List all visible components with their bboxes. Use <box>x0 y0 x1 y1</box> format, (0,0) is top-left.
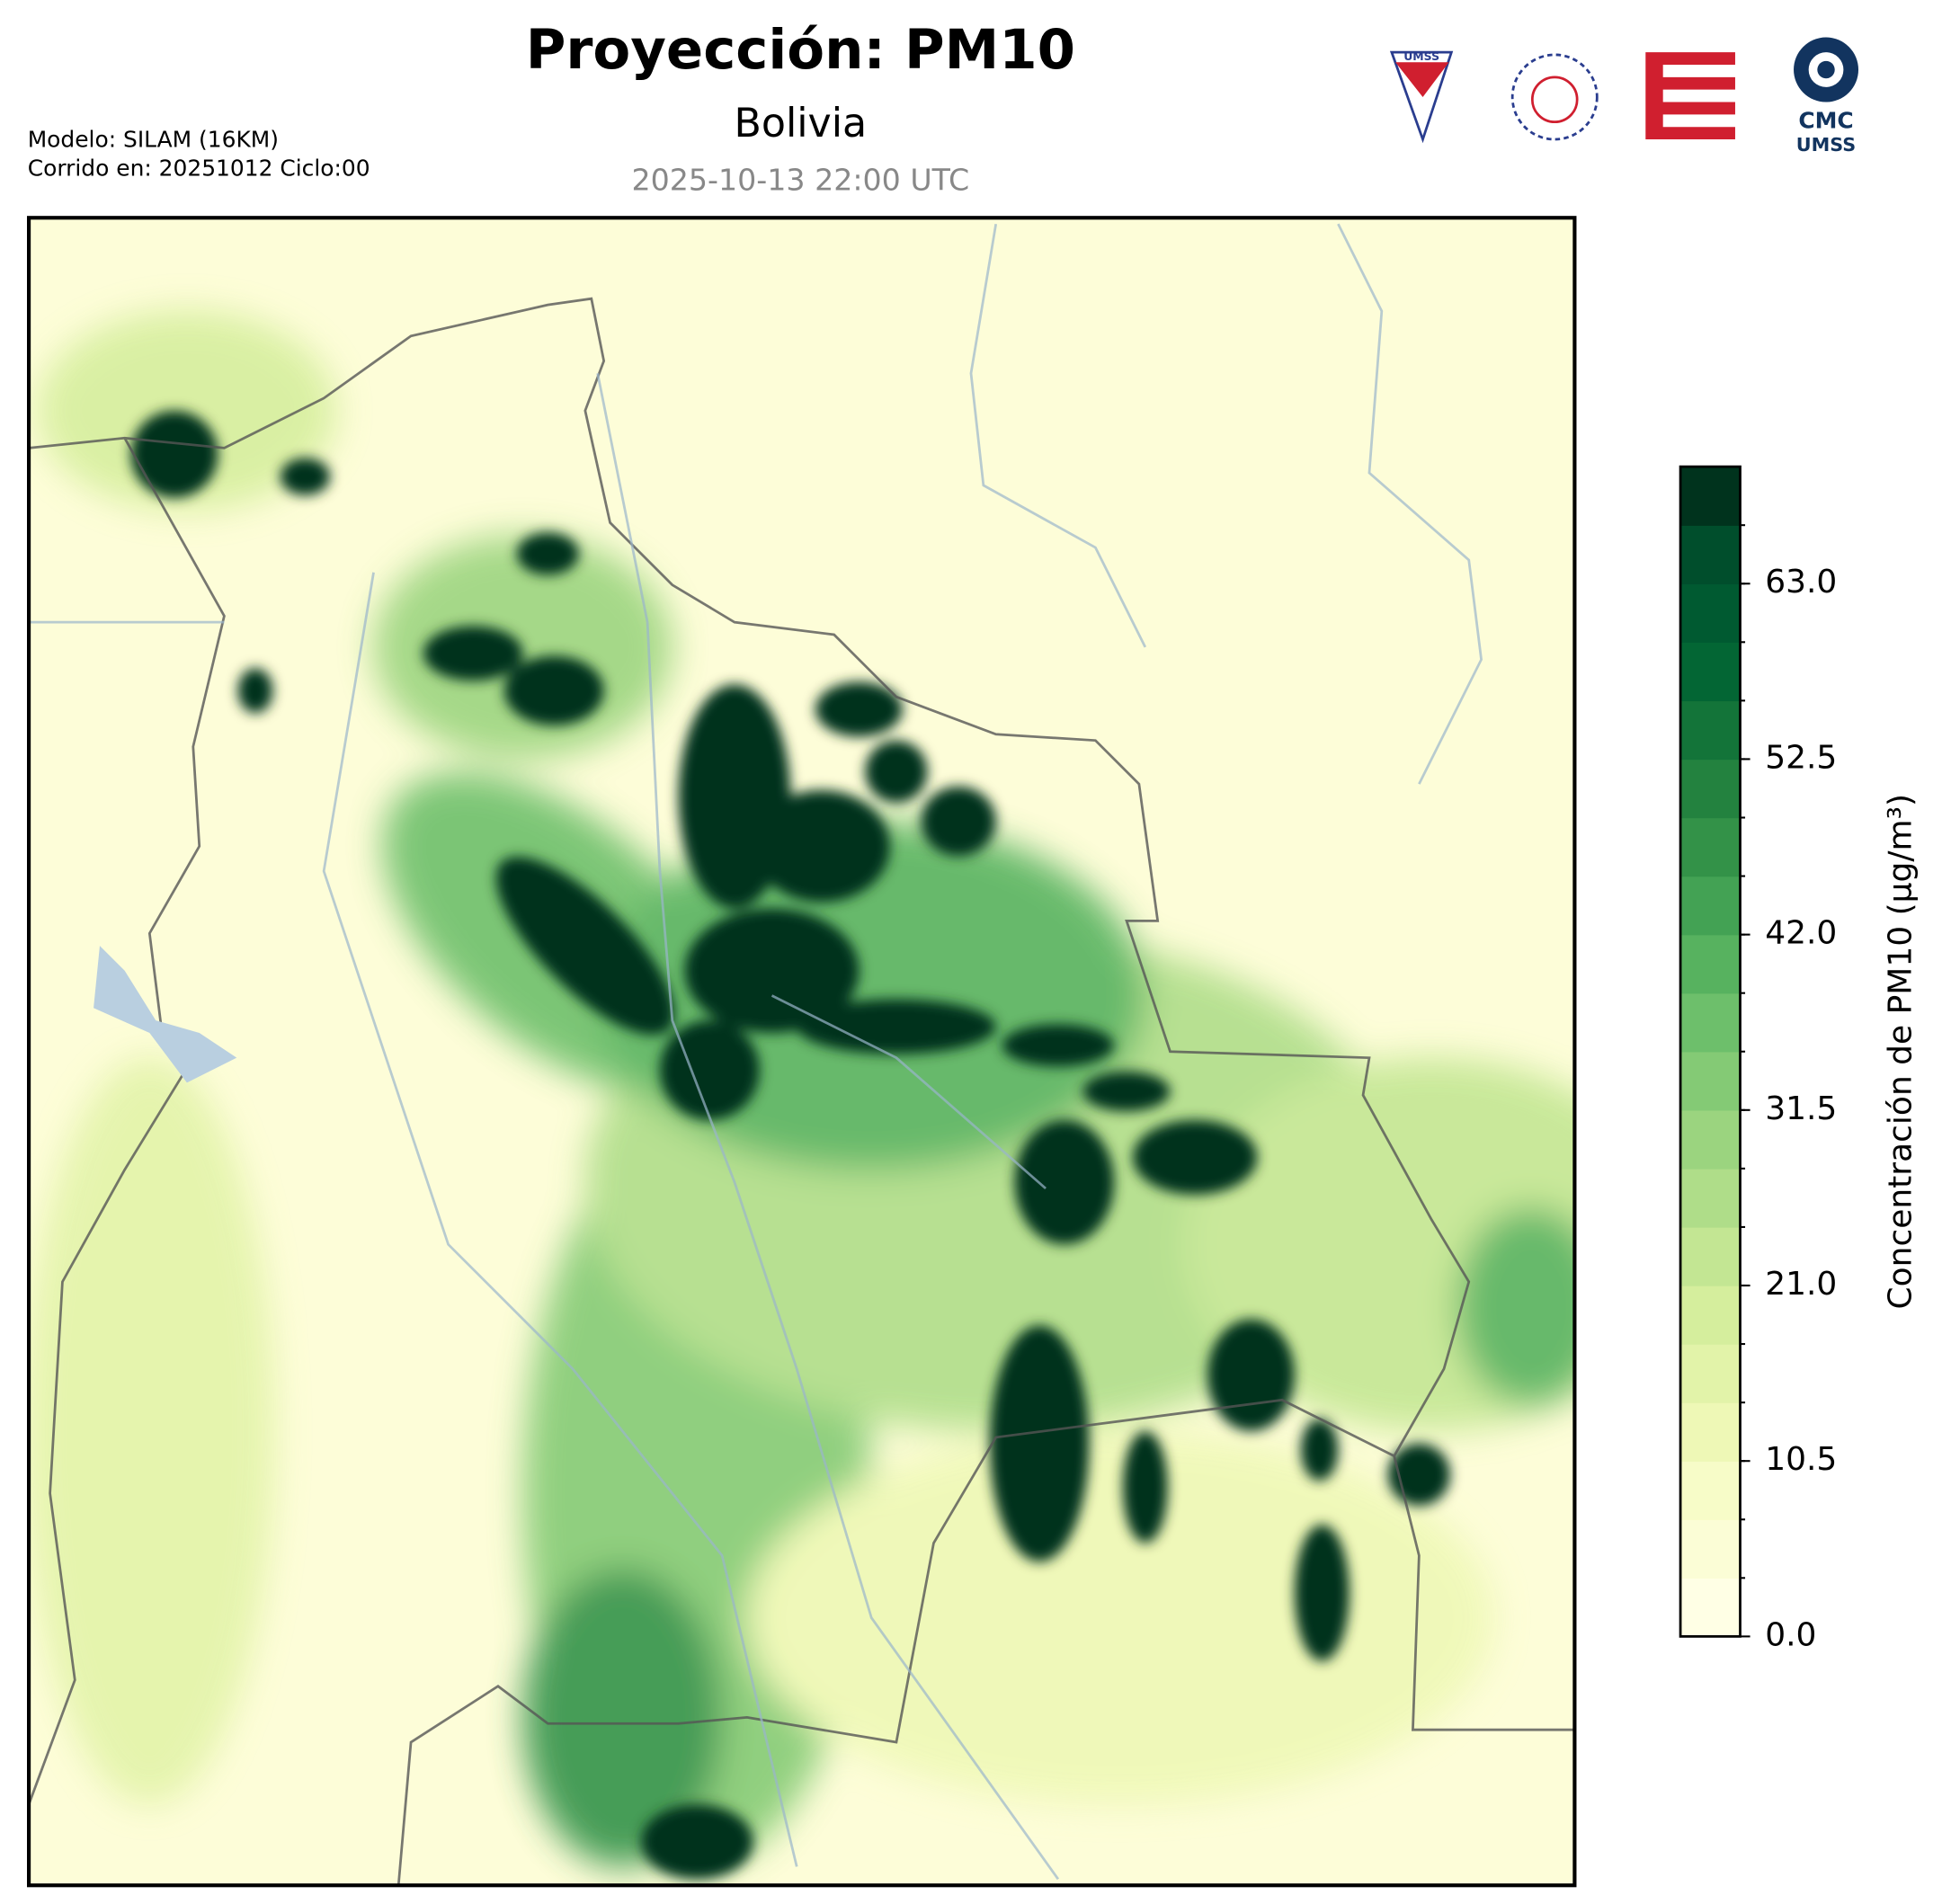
colorbar-band <box>1680 876 1741 936</box>
colorbar-tick-label: 10.5 <box>1765 1441 1837 1478</box>
run-info: Corrido en: 20251012 Ciclo:00 <box>28 155 370 181</box>
timestamp: 2025-10-13 22:00 UTC <box>631 163 969 198</box>
logo-text: CMC <box>1798 108 1853 134</box>
colorbar-band <box>1680 467 1741 526</box>
colorbar-band <box>1680 1109 1741 1170</box>
subtitle: Bolivia <box>734 101 867 147</box>
colorbar-tick-label: 0.0 <box>1765 1616 1816 1653</box>
colorbar-band <box>1680 1285 1741 1345</box>
colorbar-band <box>1680 1051 1741 1111</box>
model-info: Modelo: SILAM (16KM) <box>28 126 279 152</box>
colorbar-band <box>1680 759 1741 819</box>
colorbar-band <box>1680 642 1741 702</box>
colorbar-band <box>1680 700 1741 761</box>
colorbar-tick-label: 42.0 <box>1765 915 1837 952</box>
colorbar-band <box>1680 1226 1741 1286</box>
colorbar: 0.0 10.5 21.0 31.5 42.0 52.5 63.0 Concentración… <box>1679 465 1919 1653</box>
colorbar-band <box>1680 817 1741 877</box>
logos: UMSS CMC UMSS <box>1389 37 1859 156</box>
colorbar-band <box>1680 1402 1741 1462</box>
colorbar-tick-label: 52.5 <box>1765 739 1837 776</box>
map <box>29 218 1575 1886</box>
colorbar-band <box>1680 1578 1741 1638</box>
logo-text: UMSS <box>1403 49 1439 63</box>
colorbar-band <box>1680 1344 1741 1403</box>
colorbar-frame <box>1679 465 1742 1638</box>
colorbar-band <box>1680 934 1741 994</box>
colorbar-tick-label: 31.5 <box>1765 1090 1837 1127</box>
colorbar-tick-label: 63.0 <box>1765 564 1837 601</box>
colorbar-band <box>1680 1461 1741 1520</box>
colorbar-band <box>1680 1168 1741 1228</box>
colorbar-tick-label: 21.0 <box>1765 1266 1837 1303</box>
logo-text: UMSS <box>1796 134 1856 156</box>
colorbar-band <box>1680 1519 1741 1579</box>
colorbar-band <box>1680 992 1741 1053</box>
colorbar-band <box>1680 583 1741 643</box>
title: Proyección: PM10 <box>526 18 1075 82</box>
map-frame <box>26 216 1577 1888</box>
colorbar-band <box>1680 525 1741 584</box>
colorbar-label: Concentración de PM10 (μg/m³) <box>1882 794 1919 1309</box>
